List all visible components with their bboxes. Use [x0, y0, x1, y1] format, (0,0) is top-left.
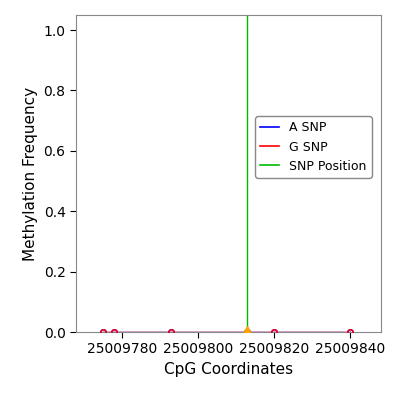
Y-axis label: Methylation Frequency: Methylation Frequency	[23, 86, 38, 260]
Legend: A SNP, G SNP, SNP Position: A SNP, G SNP, SNP Position	[256, 116, 372, 178]
X-axis label: CpG Coordinates: CpG Coordinates	[164, 362, 293, 377]
